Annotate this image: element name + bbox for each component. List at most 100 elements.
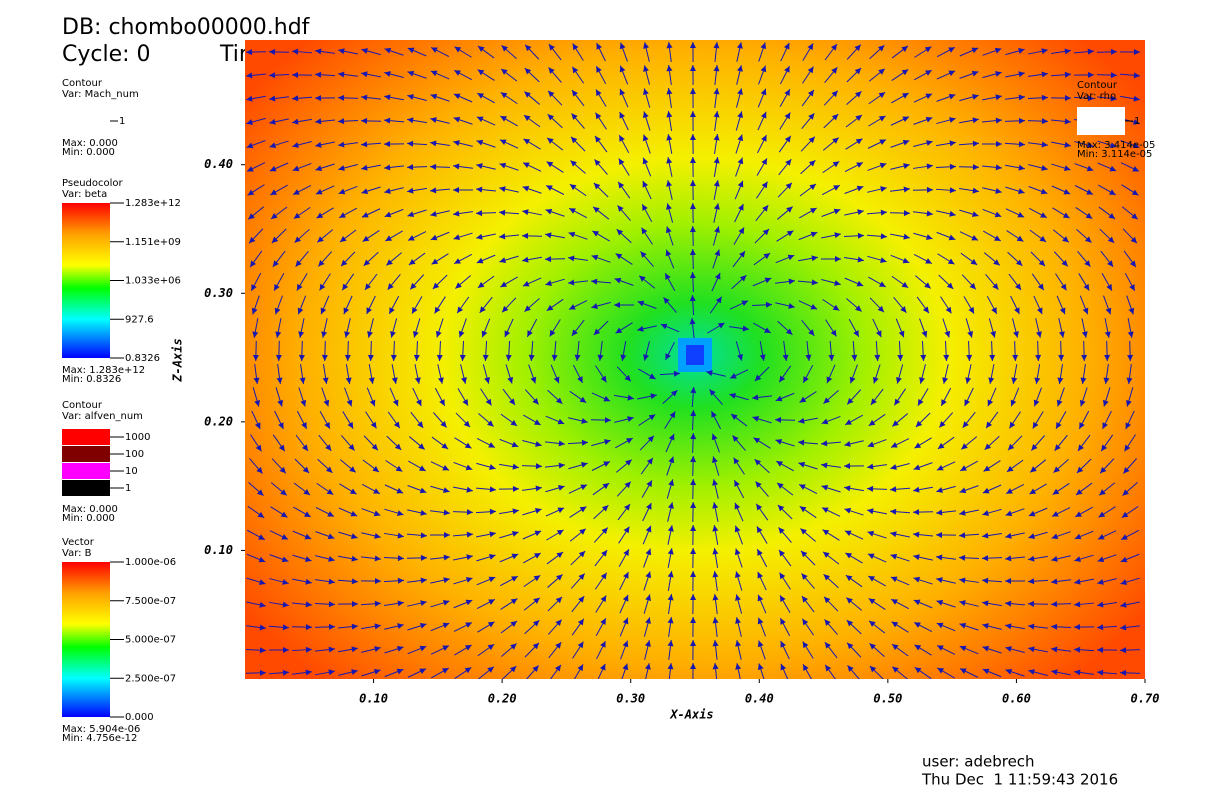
arrow-head bbox=[706, 370, 713, 377]
arrow-head bbox=[593, 182, 601, 190]
arrow-head bbox=[1109, 142, 1117, 149]
arrow-head bbox=[972, 187, 979, 194]
arrow-head bbox=[622, 663, 629, 671]
arrow-head bbox=[408, 235, 415, 241]
arrow-head bbox=[1014, 307, 1020, 314]
arrow-head bbox=[690, 594, 697, 601]
arrow-head bbox=[532, 620, 540, 627]
arrow-head bbox=[971, 70, 979, 77]
arrow-head bbox=[617, 205, 624, 212]
arrow-head bbox=[689, 318, 696, 325]
arrow-head bbox=[430, 187, 437, 194]
arrow-head bbox=[305, 601, 312, 608]
arrow-head bbox=[739, 251, 746, 258]
arrow-head bbox=[665, 226, 672, 234]
arrow-head bbox=[1133, 49, 1140, 56]
arrow-head bbox=[1074, 556, 1081, 562]
arrow-head bbox=[384, 188, 391, 194]
arrow-head bbox=[737, 180, 744, 188]
arrow-head bbox=[420, 554, 427, 561]
arrow-head bbox=[500, 281, 508, 288]
arrow-head bbox=[1051, 623, 1058, 630]
arrow-head bbox=[919, 377, 925, 384]
arrow-head bbox=[502, 305, 509, 313]
arrow-head bbox=[476, 257, 484, 264]
arrow-head bbox=[454, 70, 461, 76]
arrow-head bbox=[1107, 236, 1115, 243]
arrow-head bbox=[856, 185, 864, 192]
arrow-head bbox=[430, 70, 438, 77]
arrow-head bbox=[394, 443, 402, 450]
arrow-head bbox=[853, 330, 859, 337]
arrow-head bbox=[1028, 578, 1035, 585]
colorbar-label: 1.033e+06 bbox=[125, 276, 181, 287]
arrow-head bbox=[936, 464, 944, 471]
arrow-head bbox=[1041, 71, 1048, 78]
arrow-head bbox=[279, 466, 286, 474]
arrow-head bbox=[821, 462, 828, 469]
arrow-head bbox=[879, 162, 887, 169]
arrow-head bbox=[281, 534, 289, 540]
arrow-head bbox=[1120, 624, 1127, 631]
arrow-head bbox=[524, 91, 531, 98]
arrow-head bbox=[625, 459, 632, 466]
arrow-head bbox=[946, 282, 954, 289]
arrow-head bbox=[890, 486, 897, 493]
arrow-head bbox=[338, 188, 346, 195]
arrow-head bbox=[1079, 399, 1086, 407]
arrow-head bbox=[643, 42, 649, 49]
arrow-head bbox=[364, 283, 371, 290]
arrow-head bbox=[270, 212, 278, 219]
arrow-head bbox=[594, 159, 601, 166]
arrow-head bbox=[738, 227, 745, 235]
arrow-head bbox=[430, 93, 438, 100]
arrow-head bbox=[412, 306, 418, 314]
arrow-head bbox=[712, 502, 719, 509]
arrow-head bbox=[374, 623, 381, 630]
x-tick-label: 0.40 bbox=[745, 692, 774, 706]
arrow-head bbox=[246, 72, 253, 79]
arrow-head bbox=[759, 354, 766, 361]
arrow-head bbox=[477, 281, 485, 288]
arrow-head bbox=[258, 579, 266, 586]
arrow-head bbox=[891, 599, 898, 605]
arrow-head bbox=[465, 576, 473, 583]
arrow-head bbox=[711, 433, 718, 441]
arrow-head bbox=[690, 663, 697, 670]
arrow-head bbox=[831, 67, 838, 74]
arrow-head bbox=[763, 253, 771, 260]
arrow-head bbox=[430, 117, 437, 123]
arrow-head bbox=[890, 576, 898, 583]
arrow-head bbox=[1086, 165, 1094, 172]
arrow-head bbox=[1109, 189, 1116, 195]
arrow-head bbox=[1005, 578, 1012, 585]
arrow-head bbox=[476, 186, 483, 193]
arrow-head bbox=[666, 88, 673, 95]
arrow-head bbox=[898, 330, 905, 338]
arrow-head bbox=[1064, 118, 1071, 125]
arrow-head bbox=[753, 437, 761, 444]
arrow-head bbox=[971, 235, 979, 241]
arrow-head bbox=[1052, 511, 1059, 517]
contour-label: 1 bbox=[119, 116, 125, 127]
arrow-head bbox=[499, 186, 506, 193]
arrow-head bbox=[442, 465, 450, 471]
arrow-head bbox=[1041, 48, 1048, 55]
arrow-head bbox=[689, 180, 696, 187]
arrow-head bbox=[597, 354, 604, 361]
arrow-head bbox=[361, 48, 368, 54]
arrow-head bbox=[282, 601, 289, 608]
arrow-head bbox=[600, 595, 607, 603]
arrow-head bbox=[732, 435, 739, 442]
arrow-head bbox=[595, 89, 602, 97]
arrow-head bbox=[321, 331, 328, 338]
arrow-head bbox=[1017, 188, 1025, 195]
arrow-head bbox=[1009, 421, 1016, 429]
arrow-head bbox=[971, 211, 979, 218]
arrow-head bbox=[292, 95, 299, 102]
arrow-head bbox=[1028, 555, 1035, 562]
arrow-head bbox=[459, 354, 466, 361]
arrow-head bbox=[1028, 669, 1035, 675]
arrow-head bbox=[961, 443, 968, 450]
arrow-head bbox=[690, 456, 697, 463]
